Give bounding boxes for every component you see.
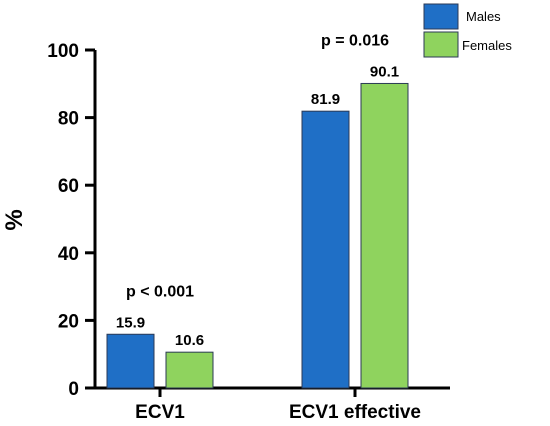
y-tick-label-20: 20 (58, 311, 79, 332)
legend-swatch-males (423, 3, 459, 30)
p-value-annotation-0: p < 0.001 (126, 283, 194, 300)
data-label-females-1: 90.1 (370, 63, 399, 80)
legend: Males Females (423, 3, 512, 58)
p-value-annotation-1: p = 0.016 (321, 32, 389, 49)
legend-swatch-females (423, 31, 459, 58)
bar-males-0 (106, 333, 155, 389)
legend-label-males: Males (466, 9, 501, 24)
bar-females-0 (165, 351, 214, 389)
y-tick-label-0: 0 (68, 379, 79, 400)
category-label-0: ECV1 (135, 402, 185, 423)
y-tick-label-80: 80 (58, 109, 79, 130)
y-tick-label-60: 60 (58, 176, 79, 197)
data-label-females-0: 10.6 (175, 332, 204, 349)
category-label-1: ECV1 effective (289, 402, 421, 423)
legend-label-females: Females (462, 38, 512, 53)
y-tick-label-40: 40 (58, 244, 79, 265)
data-label-males-1: 81.9 (311, 91, 340, 108)
bar-males-1 (301, 110, 350, 389)
data-label-males-0: 15.9 (116, 314, 145, 331)
plot-area: 0 20 40 60 80 100 ECV1 15.9 10.6 p < 0.001 ECV1 ef… (47, 32, 450, 423)
y-tick-label-100: 100 (47, 41, 79, 62)
bar-females-1 (360, 82, 409, 389)
y-axis-label: % (1, 209, 28, 230)
